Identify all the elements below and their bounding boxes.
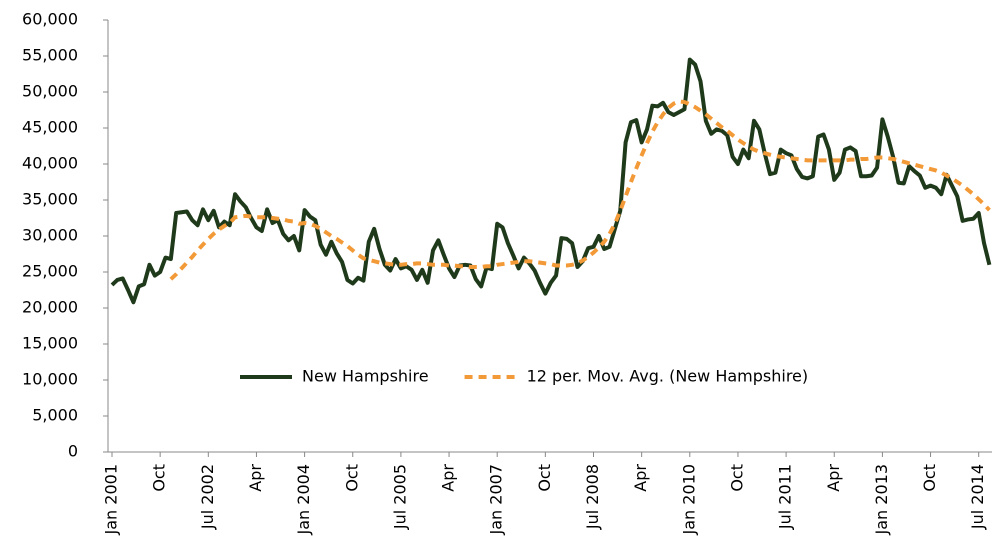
x-tick-label: Jan 2013 [872,464,891,535]
line-series [169,99,991,281]
y-tick-label: 35,000 [22,190,78,209]
x-tick-label: Apr [631,464,650,492]
y-tick-label: 25,000 [22,262,78,281]
x-tick-label: Oct [535,464,554,492]
x-tick-label: Oct [342,464,361,492]
x-tick-label: Apr [824,464,843,492]
x-tick-label: Jul 2008 [583,464,602,530]
x-tick-label: Oct [150,464,169,492]
x-tick-label: Apr [246,464,265,492]
x-tick-label: Jan 2010 [679,464,698,535]
x-tick-label: Jul 2002 [198,464,217,530]
x-tick-label: Jul 2014 [968,464,987,530]
y-tick-label: 55,000 [22,46,78,65]
y-tick-label: 30,000 [22,226,78,245]
x-tick-label: Oct [727,464,746,492]
y-tick-label: 10,000 [22,370,78,389]
y-tick-label: 5,000 [32,406,78,425]
x-tick-label: Jul 2005 [390,464,409,530]
x-tick-label: Oct [920,464,939,492]
y-tick-label: 15,000 [22,334,78,353]
legend-label: 12 per. Mov. Avg. (New Hampshire) [527,367,809,386]
legend-box [230,361,930,393]
y-tick-label: 20,000 [22,298,78,317]
y-tick-label: 0 [68,442,78,461]
y-tick-label: 60,000 [22,10,78,29]
y-tick-label: 45,000 [22,118,78,137]
legend: New Hampshire 12 per. Mov. Avg. (New Hamp… [230,361,930,393]
x-tick-label: Jul 2011 [776,464,795,530]
y-tick-label: 50,000 [22,82,78,101]
y-tick-label: 40,000 [22,154,78,173]
line-series [110,57,992,305]
legend-label: New Hampshire [302,367,429,386]
x-tick-label: Jan 2007 [487,464,506,535]
x-tick-label: Jan 2001 [102,464,121,535]
x-tick-label: Jan 2004 [294,464,313,535]
x-tick-label: Apr [439,464,458,492]
